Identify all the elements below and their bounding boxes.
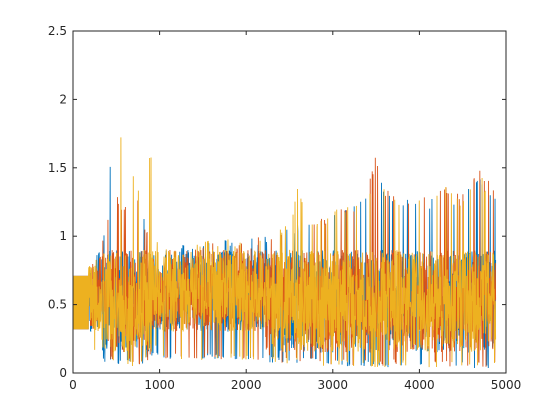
x-tick-label: 3000 <box>318 378 349 392</box>
x-axis-ticks: 0 1000 2000 3000 4000 5000 <box>69 31 521 392</box>
x-tick-label: 4000 <box>404 378 435 392</box>
y-tick-label: 1 <box>59 229 67 243</box>
y-axis-ticks: 0 0.5 1 1.5 2 2.5 <box>48 24 506 380</box>
y-tick-label: 1.5 <box>48 161 67 175</box>
x-tick-label: 2000 <box>231 378 262 392</box>
x-tick-label: 1000 <box>144 378 175 392</box>
y-tick-label: 0 <box>59 366 67 380</box>
x-tick-label: 0 <box>69 378 77 392</box>
series-layer <box>73 137 497 369</box>
series-line-3 <box>73 137 497 368</box>
y-tick-label: 2.5 <box>48 24 67 38</box>
axes-box <box>72 30 507 374</box>
y-tick-label: 0.5 <box>48 298 67 312</box>
x-tick-label: 5000 <box>491 378 522 392</box>
y-tick-label: 2 <box>59 92 67 106</box>
